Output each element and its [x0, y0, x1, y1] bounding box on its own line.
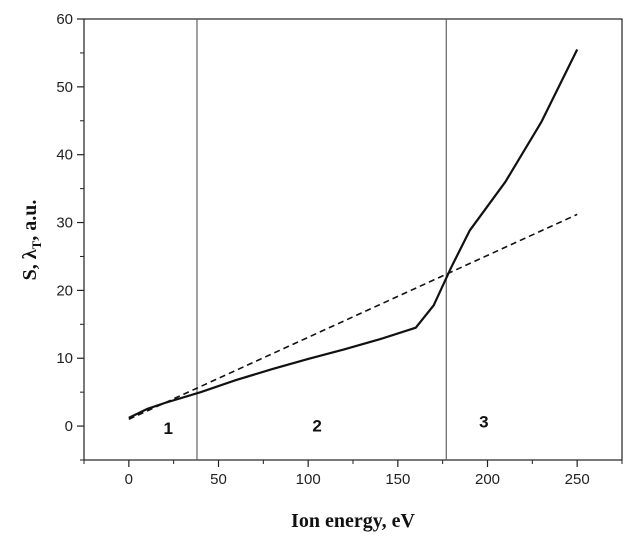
- region-label-2: 2: [312, 417, 321, 436]
- y-tick-label-0: 0: [65, 418, 73, 435]
- region-labels: 1 2 3: [164, 412, 489, 438]
- y-tick-label-30: 30: [56, 215, 73, 232]
- x-tick-label-100: 100: [296, 471, 321, 488]
- region-label-1: 1: [164, 419, 173, 438]
- series-lines: [128, 49, 579, 421]
- y-axis-title-rest: , a.u.: [19, 200, 41, 241]
- y-axis-title-main: S, λ: [19, 249, 41, 280]
- y-tick-label-10: 10: [56, 350, 73, 367]
- x-tick-label-250: 250: [565, 471, 590, 488]
- y-tick-label-40: 40: [56, 147, 73, 164]
- region-dividers: [196, 19, 447, 460]
- y-axis-title: S, λT, a.u.: [19, 200, 44, 281]
- y-tick-label-60: 60: [56, 11, 73, 28]
- x-tick-label-0: 0: [125, 471, 133, 488]
- dashed-series-line: [128, 213, 578, 421]
- x-axis-title: Ion energy, eV: [291, 510, 415, 532]
- x-tick-label-200: 200: [475, 471, 500, 488]
- x-tick-label-150: 150: [385, 471, 410, 488]
- plot-frame: [83, 18, 623, 461]
- region-label-3: 3: [479, 412, 488, 431]
- x-axis-ticks: 0 50 100 150 200 250: [83, 460, 623, 488]
- solid-series-line: [128, 49, 579, 419]
- x-tick-label-50: 50: [210, 471, 227, 488]
- y-tick-label-50: 50: [56, 79, 73, 96]
- y-axis-title-subscript: T: [29, 240, 44, 249]
- y-tick-label-20: 20: [56, 282, 73, 299]
- y-axis-ticks: 0 10 20 30 40 50 60: [56, 11, 84, 461]
